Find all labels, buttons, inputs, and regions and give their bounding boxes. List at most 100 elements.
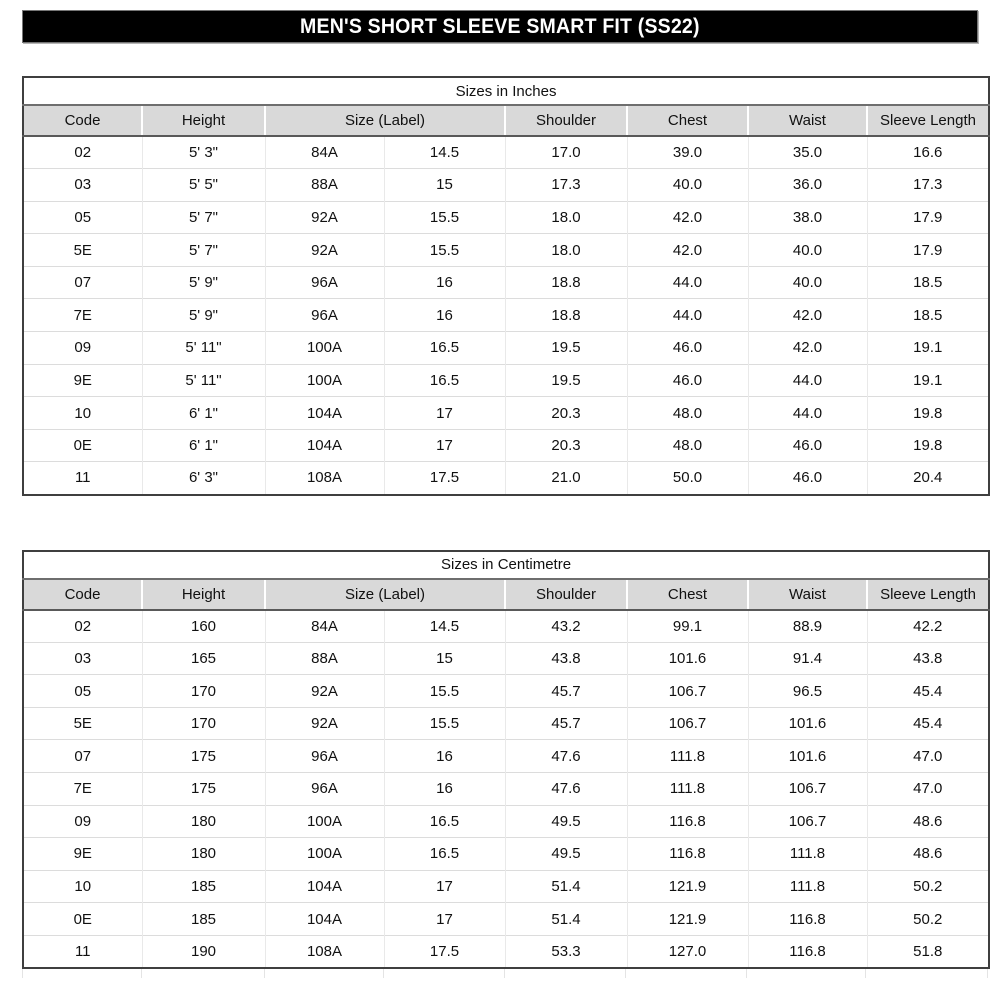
cell: 104A	[264, 396, 384, 430]
cell: 19.5	[504, 331, 627, 365]
column-header: Height	[141, 578, 265, 611]
cell: 47.0	[866, 739, 990, 773]
table-title-row: Sizes in Centimetre	[23, 550, 990, 580]
cell: 07	[23, 265, 142, 299]
cell: 5E	[23, 233, 142, 267]
cell: 6' 1"	[141, 396, 265, 430]
cell: 46.0	[747, 428, 867, 462]
column-header: Size (Label)	[264, 105, 505, 137]
cell: 16.5	[383, 837, 505, 871]
cell: 17.9	[866, 233, 990, 267]
cell: 108A	[264, 934, 384, 969]
cell: 9E	[23, 363, 142, 397]
cell: 111.8	[747, 837, 867, 871]
cell: 16.6	[866, 135, 990, 169]
cell: 101.6	[626, 641, 748, 675]
table-row: 10 185 104A 17 51.4 121.9 111.8 50.2	[23, 869, 990, 903]
cell: 106.7	[747, 772, 867, 806]
table-row: 03 5' 5" 88A 15 17.3 40.0 36.0 17.3	[23, 168, 990, 202]
column-header: Size (Label)	[264, 578, 505, 611]
table-row: 03 165 88A 15 43.8 101.6 91.4 43.8	[23, 641, 990, 675]
cell: 5' 11"	[141, 363, 265, 397]
cell: 180	[141, 804, 265, 838]
cell: 21.0	[504, 461, 627, 495]
column-header: Sleeve Length	[865, 105, 990, 137]
cell: 101.6	[747, 706, 867, 740]
table-row: 9E 180 100A 16.5 49.5 116.8 111.8 48.6	[23, 837, 990, 871]
column-header: Shoulder	[504, 105, 627, 137]
cell: 17.3	[866, 168, 990, 202]
cell: 111.8	[747, 869, 867, 903]
table-row: 7E 5' 9" 96A 16 18.8 44.0 42.0 18.5	[23, 298, 990, 332]
cell: 19.8	[866, 396, 990, 430]
cell: 47.6	[504, 739, 627, 773]
cell: 45.4	[866, 706, 990, 740]
cell: 18.5	[866, 298, 990, 332]
gridline-stub	[265, 969, 384, 979]
cell: 18.8	[504, 265, 627, 299]
cell: 17.5	[383, 461, 505, 495]
cell: 49.5	[504, 804, 627, 838]
title-banner: MEN'S SHORT SLEEVE SMART FIT (SS22)	[22, 10, 978, 43]
cell: 17	[383, 869, 505, 903]
table-row: 7E 175 96A 16 47.6 111.8 106.7 47.0	[23, 772, 990, 806]
cell: 111.8	[626, 739, 748, 773]
cell: 5' 11"	[141, 331, 265, 365]
cell: 5' 3"	[141, 135, 265, 169]
cell: 121.9	[626, 902, 748, 936]
cell: 20.4	[866, 461, 990, 495]
table-title-row: Sizes in Inches	[23, 77, 990, 106]
cell: 47.0	[866, 772, 990, 806]
cell: 15.5	[383, 233, 505, 267]
cell: 100A	[264, 804, 384, 838]
cell: 40.0	[747, 233, 867, 267]
cell: 46.0	[626, 331, 748, 365]
cell: 5' 5"	[141, 168, 265, 202]
table-row: 10 6' 1" 104A 17 20.3 48.0 44.0 19.8	[23, 396, 990, 430]
cell: 10	[23, 396, 142, 430]
cell: 92A	[264, 674, 384, 708]
table-row: 5E 170 92A 15.5 45.7 106.7 101.6 45.4	[23, 706, 990, 740]
cell: 121.9	[626, 869, 748, 903]
cell: 104A	[264, 902, 384, 936]
cell: 7E	[23, 772, 142, 806]
cell: 09	[23, 804, 142, 838]
cell: 108A	[264, 461, 384, 495]
cell: 92A	[264, 233, 384, 267]
cell: 6' 3"	[141, 461, 265, 495]
cell: 03	[23, 168, 142, 202]
cell: 116.8	[626, 837, 748, 871]
cell: 42.0	[626, 233, 748, 267]
cell: 104A	[264, 869, 384, 903]
cell: 15.5	[383, 674, 505, 708]
cell: 84A	[264, 135, 384, 169]
table-row: 07 175 96A 16 47.6 111.8 101.6 47.0	[23, 739, 990, 773]
cutoff-gridline-stubs	[22, 969, 988, 979]
cell: 10	[23, 869, 142, 903]
cell: 84A	[264, 609, 384, 643]
gridline-stub	[384, 969, 505, 979]
cell: 92A	[264, 706, 384, 740]
cell: 50.2	[866, 869, 990, 903]
cell: 44.0	[747, 363, 867, 397]
cell: 17.9	[866, 200, 990, 234]
cell: 9E	[23, 837, 142, 871]
cell: 19.1	[866, 363, 990, 397]
cell: 170	[141, 706, 265, 740]
cell: 51.4	[504, 902, 627, 936]
table-row: 09 180 100A 16.5 49.5 116.8 106.7 48.6	[23, 804, 990, 838]
cell: 17	[383, 396, 505, 430]
cell: 5' 7"	[141, 233, 265, 267]
table-row: 0E 185 104A 17 51.4 121.9 116.8 50.2	[23, 902, 990, 936]
cell: 09	[23, 331, 142, 365]
cell: 100A	[264, 837, 384, 871]
cell: 5' 9"	[141, 265, 265, 299]
cell: 91.4	[747, 641, 867, 675]
column-header: Waist	[747, 105, 867, 137]
cell: 175	[141, 772, 265, 806]
column-header: Sleeve Length	[865, 578, 990, 611]
cell: 50.0	[626, 461, 748, 495]
table-row: 02 160 84A 14.5 43.2 99.1 88.9 42.2	[23, 609, 990, 643]
cell: 45.7	[504, 706, 627, 740]
cell: 48.0	[626, 396, 748, 430]
